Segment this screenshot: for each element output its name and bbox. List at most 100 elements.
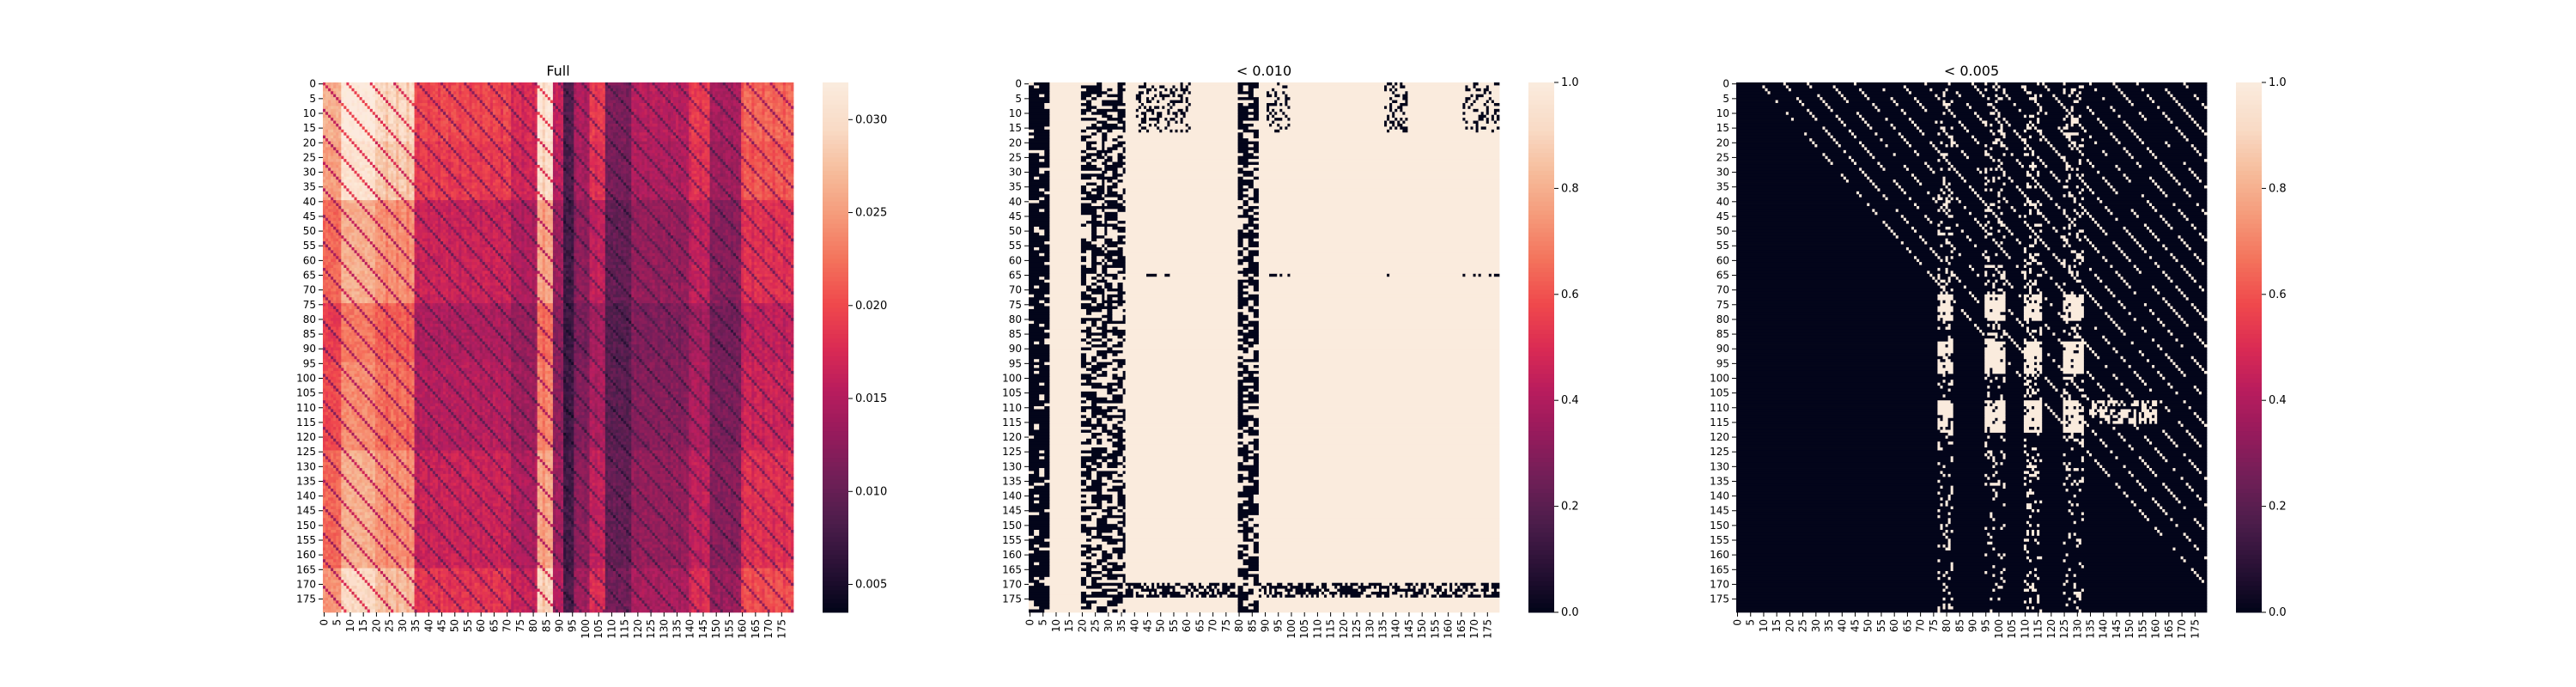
heatmap-cell-run xyxy=(360,150,362,154)
heatmap-cell-run xyxy=(623,82,626,86)
heatmap-cell-run xyxy=(472,88,477,92)
heatmap-cell-run xyxy=(328,91,331,94)
heatmap-cell-run xyxy=(446,118,448,121)
heatmap-cell-run xyxy=(401,142,404,145)
heatmap-cell-run xyxy=(508,167,511,171)
heatmap-cell-run xyxy=(702,82,707,86)
heatmap-cell-run xyxy=(746,144,749,148)
heatmap-cell-run xyxy=(689,150,691,154)
heatmap-cell-run xyxy=(715,97,720,100)
heatmap-cell-run xyxy=(464,159,466,162)
heatmap-cell-run xyxy=(325,121,328,125)
heatmap-cell-run xyxy=(746,118,749,121)
heatmap-cell-run xyxy=(493,142,495,145)
heatmap-cell-run xyxy=(349,132,360,136)
heatmap-cell-run xyxy=(581,138,584,142)
heatmap-cell-run xyxy=(786,138,788,142)
heatmap-cell-run xyxy=(461,121,464,125)
heatmap-cell-run xyxy=(422,126,425,130)
heatmap-cell-run xyxy=(368,159,370,162)
heatmap-cell-run xyxy=(341,126,343,130)
heatmap-cell-run xyxy=(736,138,738,142)
heatmap-cell-run xyxy=(726,144,731,148)
heatmap-cell-run xyxy=(331,142,333,145)
heatmap-cell-run xyxy=(386,115,388,119)
heatmap-cell-run xyxy=(676,126,678,130)
heatmap-cell-run xyxy=(483,94,485,98)
heatmap-cell-run xyxy=(571,118,574,121)
heatmap-cell-run xyxy=(668,144,671,148)
heatmap-cell-run xyxy=(658,88,660,92)
heatmap-cell-run xyxy=(616,159,618,162)
heatmap-cell-run xyxy=(598,112,600,115)
heatmap-cell-run xyxy=(355,115,357,119)
heatmap-cell-run xyxy=(396,124,398,127)
heatmap-cell-run xyxy=(451,112,453,115)
heatmap-cell-run xyxy=(650,153,653,156)
heatmap-cell-run xyxy=(786,112,788,115)
heatmap-cell-run xyxy=(333,156,336,160)
heatmap-cell-run xyxy=(788,82,793,86)
heatmap-cell-run xyxy=(459,162,464,166)
heatmap-cell-run xyxy=(613,144,616,148)
heatmap-cell-run xyxy=(636,115,639,119)
heatmap-cell-run xyxy=(362,130,365,133)
heatmap-cell-run xyxy=(751,97,754,100)
heatmap-cell-run xyxy=(380,121,383,125)
heatmap-cell-run xyxy=(370,109,373,112)
heatmap-cell-run xyxy=(598,115,600,119)
heatmap-cell-run xyxy=(420,130,422,133)
heatmap-cell-run xyxy=(425,156,428,160)
heatmap-cell-run xyxy=(713,144,715,148)
heatmap-cell-run xyxy=(409,130,411,133)
heatmap-cell-run xyxy=(553,94,556,98)
heatmap-cell-run xyxy=(631,126,636,130)
heatmap-cell-run xyxy=(775,130,778,133)
heatmap-cell-run xyxy=(781,91,783,94)
heatmap-cell-run xyxy=(665,103,668,106)
heatmap-cell-run xyxy=(409,167,411,171)
heatmap-cell-run xyxy=(341,130,343,133)
heatmap-cell-run xyxy=(393,132,396,136)
heatmap-cell-run xyxy=(691,118,694,121)
heatmap-cell-run xyxy=(357,126,362,130)
heatmap-cell-run xyxy=(451,109,453,112)
heatmap-cell-run xyxy=(713,153,715,156)
heatmap-cell-run xyxy=(788,103,791,106)
heatmap-cell-run xyxy=(718,115,720,119)
heatmap-cell-run xyxy=(689,109,691,112)
heatmap-cell-run xyxy=(448,121,451,125)
heatmap-cell-run xyxy=(488,103,490,106)
heatmap-cell-run xyxy=(728,85,731,88)
heatmap-cell-run xyxy=(623,159,626,162)
heatmap-cell-run xyxy=(506,103,508,106)
heatmap-cell-run xyxy=(532,121,535,125)
heatmap-cell-run xyxy=(561,124,563,127)
heatmap-cell-run xyxy=(600,153,603,156)
heatmap-cell-run xyxy=(378,147,380,150)
heatmap-cell-run xyxy=(736,88,738,92)
heatmap-cell-run xyxy=(464,130,466,133)
heatmap-cell-run xyxy=(665,115,668,119)
heatmap-cell-run xyxy=(401,118,404,121)
heatmap-cell-run xyxy=(631,153,634,156)
heatmap-cell-run xyxy=(676,165,678,168)
heatmap-cell-run xyxy=(526,103,529,106)
heatmap-cell-run xyxy=(386,85,388,88)
heatmap-cell-run xyxy=(708,147,710,150)
heatmap-cell-run xyxy=(415,97,417,100)
heatmap-cell-run xyxy=(498,130,501,133)
heatmap-cell-run xyxy=(655,94,658,98)
heatmap-cell-run xyxy=(412,165,415,168)
heatmap-cell-run xyxy=(621,88,623,92)
heatmap-cell-run xyxy=(691,121,694,125)
heatmap-cell-run xyxy=(584,153,586,156)
heatmap-cell-run xyxy=(713,112,715,115)
heatmap-cell-run xyxy=(694,142,696,145)
heatmap-cell-run xyxy=(731,165,733,168)
heatmap-cell-run xyxy=(715,132,718,136)
heatmap-cell-run xyxy=(644,109,647,112)
heatmap-cell-run xyxy=(603,156,605,160)
heatmap-cell-run xyxy=(480,156,483,160)
heatmap-cell-run xyxy=(738,85,741,88)
